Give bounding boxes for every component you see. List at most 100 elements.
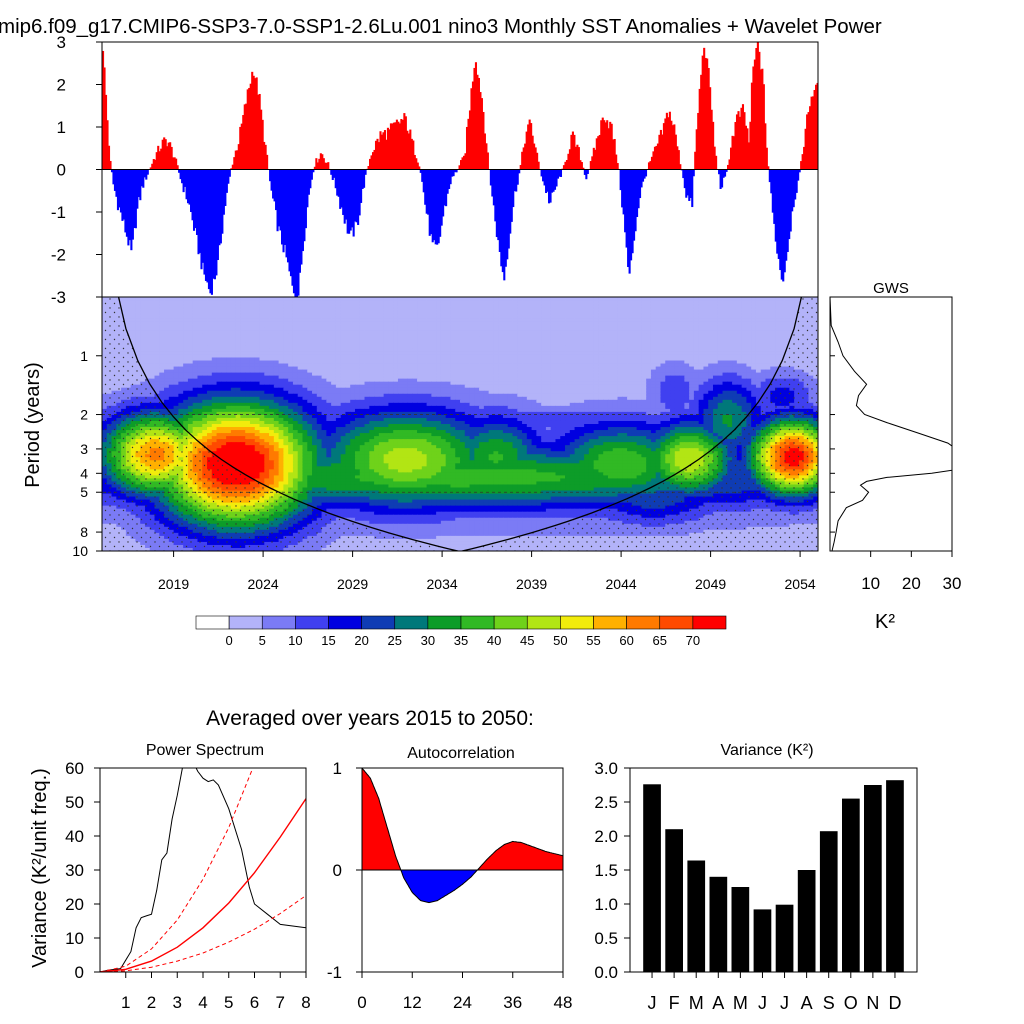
wavelet-cell (202, 336, 208, 340)
wavelet-cell (345, 366, 351, 371)
wavelet-cell (350, 312, 356, 316)
wavelet-cell (202, 297, 208, 301)
wavelet-cell (207, 300, 213, 304)
wavelet-cell (746, 381, 752, 386)
wavelet-cell (636, 309, 642, 313)
wavelet-cell (770, 339, 776, 343)
wavelet-cell (684, 375, 690, 380)
wavelet-cell (741, 330, 747, 334)
wavelet-cell (612, 327, 619, 331)
wavelet-cell (670, 357, 676, 362)
wavelet-cell (522, 330, 528, 334)
anomaly-bar (154, 159, 157, 170)
wavelet-cell (698, 324, 705, 328)
wavelet-cell (541, 309, 547, 313)
anomaly-bar (603, 120, 606, 170)
wavelet-cell (178, 384, 184, 389)
wavelet-cell (374, 357, 380, 362)
wavelet-cell (168, 339, 175, 343)
wavelet-cell (440, 345, 447, 349)
wavelet-cell (507, 357, 514, 362)
wavelet-cell (593, 300, 600, 304)
wavelet-cell (526, 324, 533, 328)
wavelet-cell (755, 321, 762, 325)
wavelet-cell (273, 372, 280, 377)
wavelet-cell (249, 300, 256, 304)
wavelet-cell (703, 300, 709, 304)
wavelet-cell (283, 336, 289, 340)
wavelet-cell (727, 309, 733, 313)
wavelet-cell (297, 321, 304, 325)
wavelet-cell (417, 369, 423, 374)
wavelet-cell (269, 339, 275, 343)
wavelet-cell (607, 345, 614, 349)
anomaly-bar (707, 68, 710, 170)
wavelet-cell (226, 357, 232, 362)
wavelet-cell (259, 348, 265, 353)
wavelet-cell (374, 297, 380, 301)
wavelet-cell (727, 360, 733, 365)
wavelet-cell (660, 357, 666, 362)
wavelet-cell (426, 339, 432, 343)
wavelet-cell (173, 381, 179, 386)
anomaly-bar (139, 169, 142, 201)
wavelet-cell (741, 375, 747, 380)
wavelet-cell (202, 372, 208, 377)
wavelet-cell (565, 372, 571, 377)
wavelet-cell (679, 309, 685, 313)
wavelet-cell (302, 303, 308, 307)
anomaly-bar (564, 161, 567, 170)
wavelet-cell (374, 363, 380, 368)
wavelet-cell (245, 339, 251, 343)
wavelet-cell (226, 345, 232, 349)
anomaly-bar (424, 169, 427, 205)
wavelet-cell (221, 372, 227, 377)
wavelet-cell (292, 369, 299, 374)
wavelet-cell (579, 363, 585, 368)
wavelet-cell (359, 351, 366, 356)
wavelet-cell (202, 384, 208, 389)
anomaly-bar (653, 146, 657, 170)
wavelet-cell (650, 354, 657, 359)
wavelet-cell (331, 321, 337, 325)
wavelet-cell (636, 318, 642, 322)
wavelet-cell (760, 360, 767, 365)
wavelet-cell (770, 336, 776, 340)
wavelet-cell (173, 339, 179, 343)
wavelet-cell (149, 309, 156, 313)
wavelet-cell (641, 339, 647, 343)
wavelet-cell (569, 378, 576, 383)
wavelet-cell (493, 378, 499, 383)
wavelet-cell (307, 357, 313, 362)
wavelet-cell (646, 363, 652, 368)
wavelet-cell (555, 345, 561, 349)
wavelet-cell (445, 351, 452, 356)
wavelet-cell (502, 330, 509, 334)
wavelet-cell (631, 324, 638, 328)
anomaly-bar (737, 111, 740, 170)
wavelet-cell (607, 366, 614, 371)
wavelet-cell (350, 357, 356, 362)
wavelet-cell (502, 351, 509, 356)
wavelet-cell (288, 348, 294, 353)
wavelet-cell (660, 327, 666, 331)
wavelet-cell (545, 306, 552, 310)
anomaly-bar (110, 169, 114, 173)
wavelet-cell (693, 336, 700, 340)
anomaly-bar (175, 158, 178, 170)
wavelet-cell (321, 324, 327, 328)
anomaly-bar (204, 169, 208, 281)
wavelet-cell (612, 360, 619, 365)
wavelet-cell (588, 306, 595, 310)
wavelet-cell (288, 300, 294, 304)
wavelet-cell (760, 303, 767, 307)
wavelet-cell (607, 342, 614, 346)
wavelet-cell (440, 351, 447, 356)
wavelet-cell (784, 324, 790, 328)
wavelet-cell (460, 339, 466, 343)
wavelet-cell (259, 321, 265, 325)
anomaly-bar (422, 169, 425, 193)
wavelet-cell (698, 378, 705, 383)
wavelet-cell (751, 336, 757, 340)
wavelet-cell (221, 351, 227, 356)
